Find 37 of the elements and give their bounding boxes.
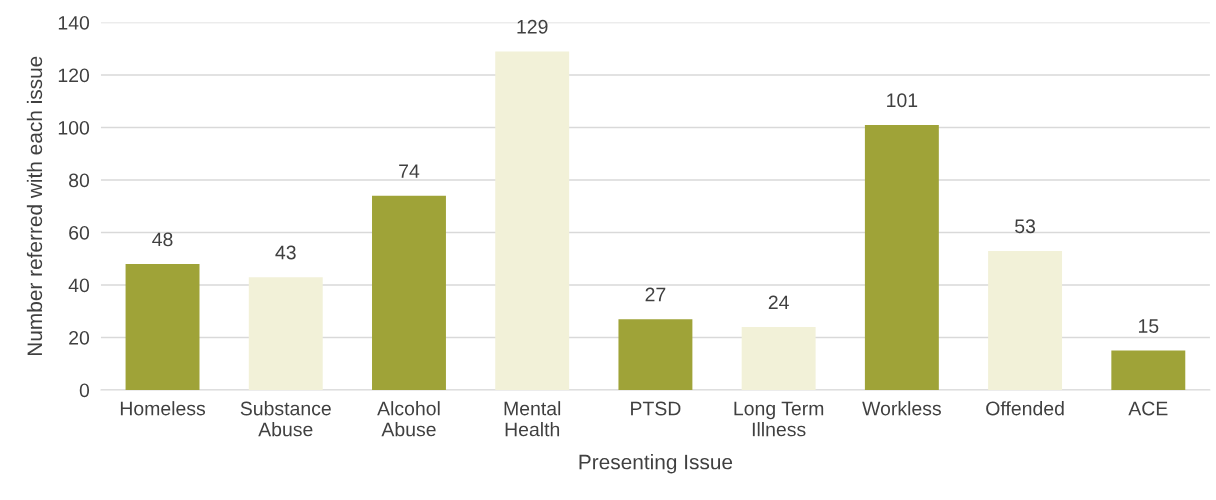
- bar: [495, 51, 570, 390]
- y-tick-label: 140: [58, 15, 90, 30]
- bar: [372, 195, 446, 390]
- y-tick-label: 60: [69, 225, 90, 240]
- x-tick-label: Workless: [862, 401, 941, 416]
- x-tick-label: Substance Abuse: [240, 401, 331, 437]
- x-tick-label: PTSD: [631, 401, 681, 416]
- y-tick-label: 0: [79, 383, 90, 398]
- bar: [864, 124, 939, 390]
- data-label: 48: [152, 232, 173, 247]
- bar: [1111, 350, 1186, 390]
- bar: [248, 277, 323, 390]
- bar: [125, 264, 200, 390]
- y-tick-label: 40: [68, 278, 90, 293]
- bar: [988, 250, 1063, 390]
- data-label: 15: [1138, 319, 1159, 333]
- data-label: 43: [275, 245, 296, 260]
- y-tick-label: 120: [58, 68, 90, 83]
- data-label: 53: [1015, 219, 1036, 234]
- x-tick-label: Mental Health: [504, 401, 561, 437]
- y-tick-label: 100: [58, 120, 90, 135]
- data-label: 101: [887, 93, 918, 108]
- bar: [618, 319, 693, 390]
- data-label: 129: [517, 19, 548, 34]
- x-tick-label: ACE: [1128, 401, 1168, 416]
- bar: [741, 327, 816, 390]
- data-label: 24: [768, 295, 789, 310]
- x-tick-label: Offended: [986, 401, 1064, 416]
- y-axis-title: Number referred with each issue: [26, 56, 43, 356]
- x-tick-label: Alcohol Abuse: [377, 401, 440, 437]
- x-tick-label: Long Term Illness: [734, 401, 824, 437]
- y-tick-label: 80: [69, 173, 90, 188]
- data-label: 74: [399, 164, 420, 178]
- x-tick-label: Homeless: [120, 401, 206, 416]
- data-label: 27: [645, 287, 666, 302]
- x-axis-title: Presenting Issue: [579, 454, 733, 474]
- y-tick-label: 20: [69, 330, 90, 345]
